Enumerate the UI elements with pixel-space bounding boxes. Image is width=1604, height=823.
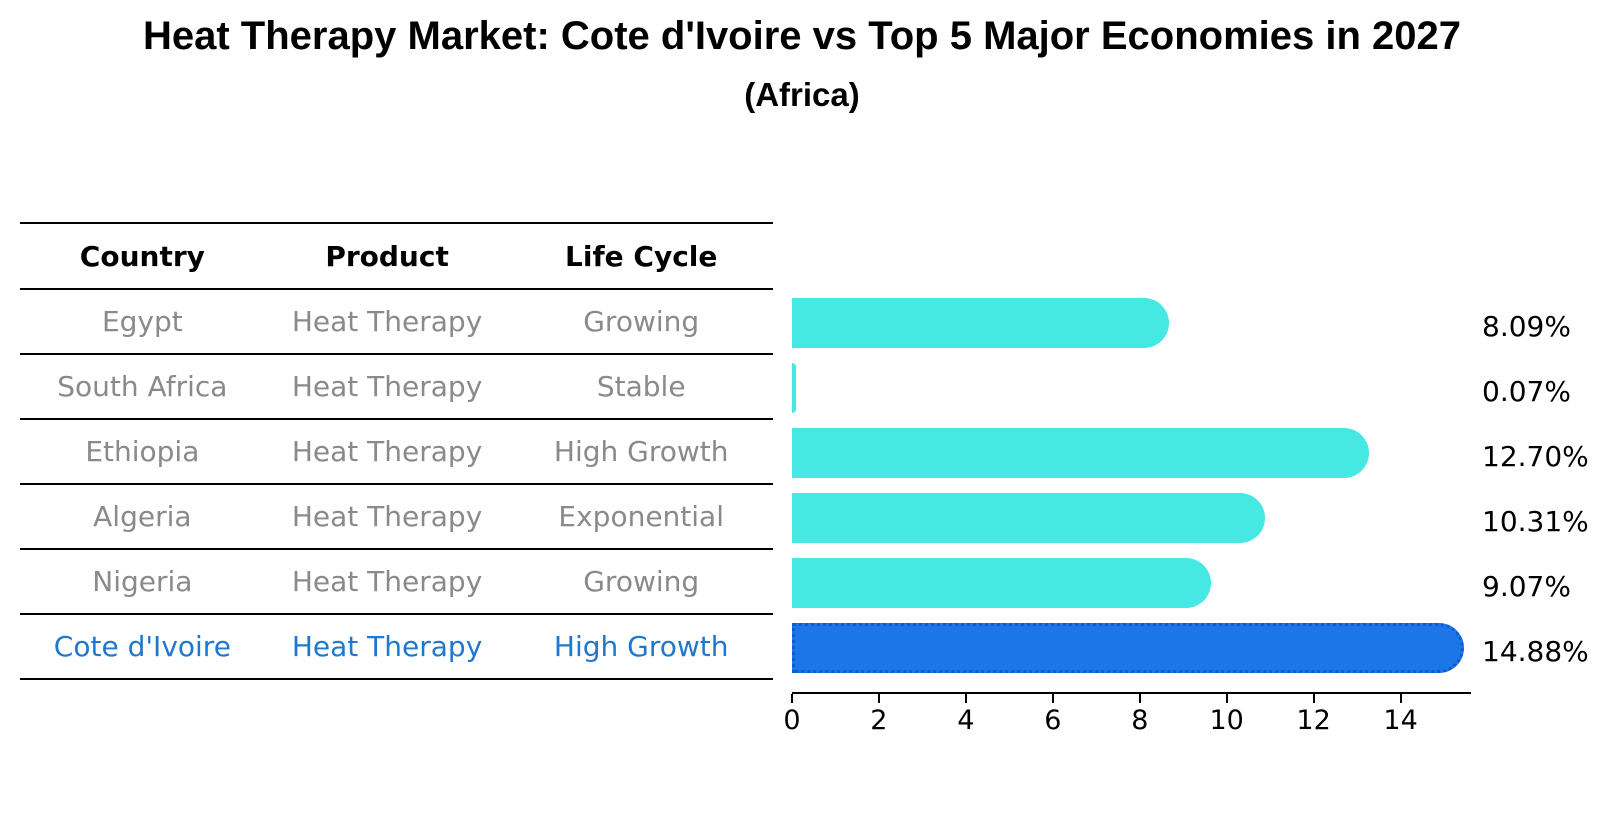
table-cell-product: Heat Therapy (291, 565, 483, 598)
x-tick-label: 8 (1131, 705, 1149, 736)
table-row: Cote d'Ivoire Heat Therapy High Growth (20, 615, 773, 680)
bar-value-label: 9.07% (1482, 570, 1571, 603)
bar-cote-d-ivoire (792, 622, 1464, 673)
bar-chart: 0 2 4 6 8 10 12 14 (783, 290, 1471, 736)
table-cell-life-cycle: Exponential (558, 500, 724, 533)
table-row: South Africa Heat Therapy Stable (20, 355, 773, 420)
table-cell-product: Heat Therapy (291, 435, 483, 468)
table-cell-life-cycle: Growing (583, 305, 700, 338)
table-cell-country: Egypt (101, 305, 183, 338)
country-table: Country Product Life Cycle Egypt Heat The… (20, 222, 773, 680)
bar-row (792, 420, 1471, 485)
bar-south-africa (792, 362, 796, 413)
table-cell-life-cycle: High Growth (553, 630, 729, 663)
table-cell-country: Algeria (93, 500, 192, 533)
x-tick-label: 14 (1383, 705, 1418, 736)
table-cell-product: Heat Therapy (291, 630, 483, 663)
table-cell-life-cycle: Growing (583, 565, 700, 598)
bar-ethiopia (792, 427, 1370, 478)
table-row: Ethiopia Heat Therapy High Growth (20, 420, 773, 485)
x-tick-mark (1312, 694, 1315, 703)
x-tick-mark (791, 694, 793, 703)
table-cell-life-cycle: Stable (596, 370, 686, 403)
table-row: Algeria Heat Therapy Exponential (20, 485, 773, 550)
table-cell-product: Heat Therapy (291, 500, 483, 533)
x-tick-label: 6 (1044, 705, 1062, 736)
x-tick-mark (1399, 694, 1402, 703)
bar-row (792, 355, 1471, 420)
column-header-product: Product (325, 239, 449, 273)
x-tick-mark (1051, 694, 1054, 703)
x-tick-mark (877, 694, 880, 703)
bar-value-label: 0.07% (1482, 375, 1571, 408)
table-row: Nigeria Heat Therapy Growing (20, 550, 773, 615)
x-tick-label: 10 (1209, 705, 1244, 736)
bar-row (792, 615, 1471, 680)
bars-area (792, 290, 1471, 680)
bar-row (792, 485, 1471, 550)
table-header-row: Country Product Life Cycle (20, 222, 773, 290)
x-axis-line (792, 692, 1471, 694)
chart-title: Heat Therapy Market: Cote d'Ivoire vs To… (142, 14, 1462, 58)
column-header-life-cycle: Life Cycle (565, 239, 718, 273)
table-cell-product: Heat Therapy (291, 305, 483, 338)
x-tick-mark (1225, 694, 1228, 703)
bar-egypt (792, 297, 1169, 348)
bar-value-label: 14.88% (1482, 635, 1589, 668)
chart-subtitle: (Africa) (744, 76, 860, 113)
table-cell-country: Cote d'Ivoire (53, 630, 231, 663)
column-header-country: Country (79, 239, 205, 273)
bar-value-label: 8.09% (1482, 310, 1571, 343)
x-tick-mark (964, 694, 967, 703)
table-cell-life-cycle: High Growth (553, 435, 729, 468)
bar-nigeria (792, 557, 1212, 608)
table-cell-country: Ethiopia (85, 435, 200, 468)
x-tick-label: 4 (957, 705, 975, 736)
table-body: Egypt Heat Therapy Growing South Africa Heat… (20, 290, 773, 680)
x-tick-label: 2 (870, 705, 888, 736)
table-cell-product: Heat Therapy (291, 370, 483, 403)
value-labels: 8.09% 0.07% 12.70% 10.31% 9.07% 14.88% (1482, 294, 1589, 684)
bar-row (792, 290, 1471, 355)
x-tick-label: 12 (1296, 705, 1331, 736)
bar-row (792, 550, 1471, 615)
x-tick-label: 0 (783, 705, 801, 736)
x-tick-mark (1138, 694, 1141, 703)
bar-value-label: 12.70% (1482, 440, 1589, 473)
table-row: Egypt Heat Therapy Growing (20, 290, 773, 355)
table-cell-country: Nigeria (92, 565, 193, 598)
bar-value-label: 10.31% (1482, 505, 1589, 538)
table-cell-country: South Africa (57, 370, 228, 403)
bar-algeria (792, 492, 1266, 543)
